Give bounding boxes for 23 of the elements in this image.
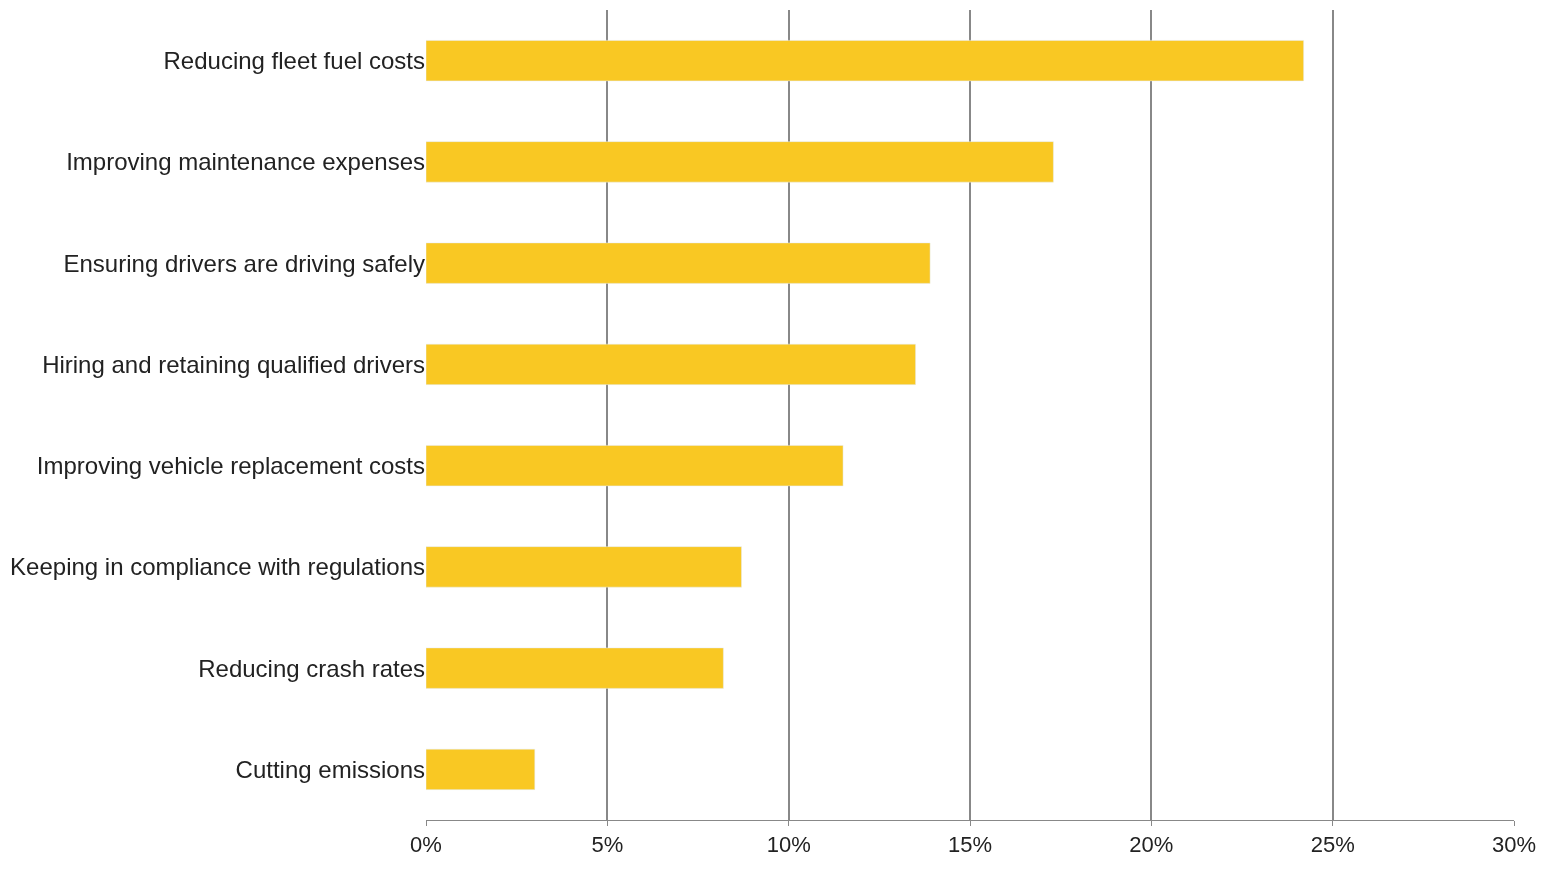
bar bbox=[426, 242, 931, 284]
y-tick-label: Ensuring drivers are driving safely bbox=[63, 249, 425, 277]
bar bbox=[426, 445, 844, 487]
x-tick-label: 20% bbox=[1129, 832, 1174, 858]
bar bbox=[426, 40, 1304, 82]
x-tick-label: 0% bbox=[410, 832, 442, 858]
x-tick-label: 25% bbox=[1310, 832, 1355, 858]
bar bbox=[426, 748, 536, 790]
x-tick-label: 30% bbox=[1491, 832, 1537, 858]
x-tick-label: 10% bbox=[766, 832, 811, 858]
bar bbox=[426, 647, 724, 689]
y-tick-label: Reducing crash rates bbox=[198, 654, 425, 682]
y-tick-label: Improving maintenance expenses bbox=[66, 148, 425, 176]
x-tick-label: 15% bbox=[947, 832, 993, 858]
y-tick-label: Reducing fleet fuel costs bbox=[163, 47, 425, 75]
y-tick-label: Hiring and retaining qualified drivers bbox=[42, 350, 425, 378]
y-tick-label: Keeping in compliance with regulations bbox=[10, 553, 425, 581]
x-tick-label: 5% bbox=[591, 832, 624, 858]
bar bbox=[426, 141, 1054, 183]
bar bbox=[426, 343, 916, 385]
y-tick-label: Improving vehicle replacement costs bbox=[36, 452, 425, 480]
bar bbox=[426, 546, 742, 588]
y-tick-label: Cutting emissions bbox=[235, 755, 425, 783]
